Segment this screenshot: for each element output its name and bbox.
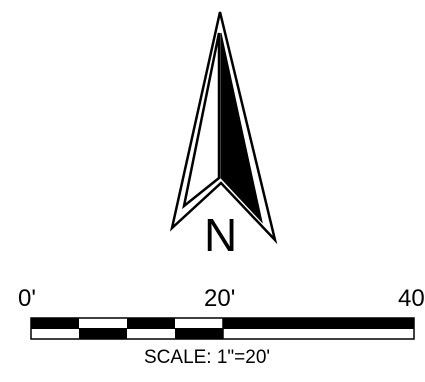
scale-segment-top-1 (31, 318, 79, 329)
scale-segment-bottom-2 (79, 328, 127, 339)
scale-tick-label-40: 40 (398, 285, 425, 312)
scale-segment-bottom-4 (175, 328, 223, 339)
scale-segment-top-3 (127, 318, 175, 329)
scale-tick-label-20: 20' (204, 285, 236, 312)
north-arrow-left-half (182, 32, 221, 210)
scale-caption: SCALE: 1"=20' (144, 347, 271, 368)
north-letter: N (204, 209, 238, 261)
scale-segment-top-5 (223, 318, 414, 329)
scale-tick-label-0: 0' (18, 285, 36, 312)
north-arrow-right-half (220, 32, 263, 224)
